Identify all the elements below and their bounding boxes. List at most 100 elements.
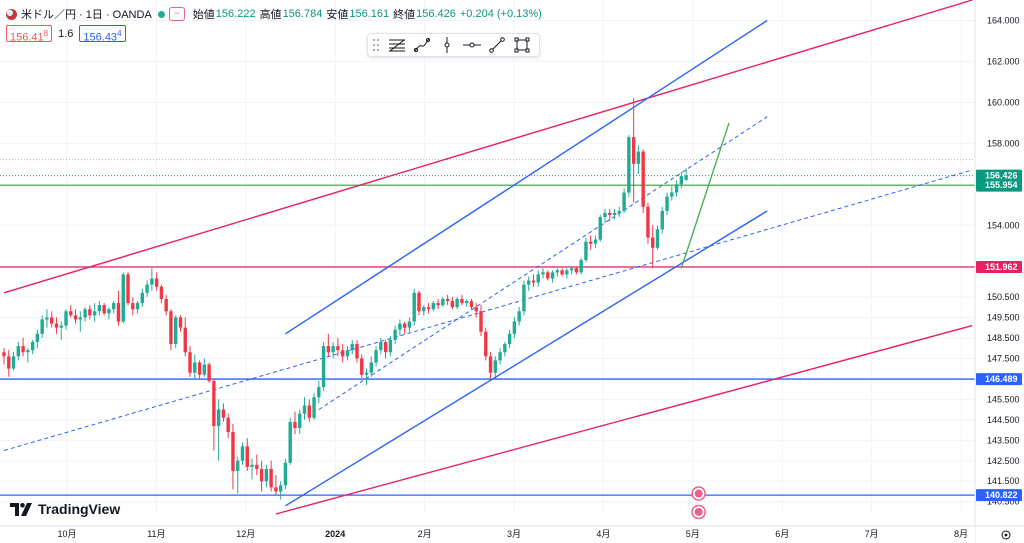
y-tick-label: 142.500 xyxy=(987,456,1020,466)
x-tick-label: 10月 xyxy=(57,529,76,539)
horizontal-ray-icon[interactable] xyxy=(461,35,483,55)
spread-value: 1.6 xyxy=(58,27,74,40)
settings-gear-icon[interactable] xyxy=(1001,530,1011,540)
candle-body xyxy=(236,460,240,471)
candle-body xyxy=(288,421,292,463)
candle-body xyxy=(350,344,354,351)
candle-body xyxy=(374,350,378,363)
gear-center xyxy=(1004,533,1008,537)
candle-body xyxy=(169,311,173,345)
fib-lines-icon[interactable] xyxy=(386,35,408,55)
candle-body xyxy=(589,241,593,244)
tradingview-logo-icon xyxy=(10,502,32,516)
candle-body xyxy=(54,323,59,328)
candle-body xyxy=(298,413,302,428)
candle-body xyxy=(555,270,560,273)
candle-body xyxy=(197,362,202,375)
candle-body xyxy=(50,317,54,324)
candle-body xyxy=(550,272,555,279)
candle-body xyxy=(474,307,478,312)
low-label: 安値 xyxy=(326,9,349,21)
candle-body xyxy=(78,317,83,320)
candle-body xyxy=(140,292,145,304)
drawing-toolbar xyxy=(367,33,540,57)
buy-price: 156.43 xyxy=(83,31,118,44)
candle-body xyxy=(83,309,87,318)
candle-body xyxy=(670,192,674,197)
price-label: 156.426 xyxy=(985,171,1018,181)
candle-body xyxy=(116,303,121,322)
sell-button[interactable]: 156.418 xyxy=(6,25,53,44)
candle-body xyxy=(369,362,373,373)
trade-buttons: 156.418 1.6 156.434 xyxy=(6,25,126,44)
candle-body xyxy=(398,323,402,330)
candle-body xyxy=(88,309,92,316)
candle-body xyxy=(259,468,264,482)
candle-body xyxy=(522,284,526,312)
low-value: 156.161 xyxy=(349,8,390,20)
candle-body xyxy=(274,487,278,492)
candle-body xyxy=(221,409,226,418)
candle-body xyxy=(584,241,588,261)
candle-body xyxy=(679,176,684,185)
candle-body xyxy=(388,339,393,353)
candle-body xyxy=(641,151,645,207)
price-label-box xyxy=(976,373,1022,386)
brush-icon[interactable] xyxy=(411,35,433,55)
x-tick-label: 7月 xyxy=(865,529,879,539)
candle-body xyxy=(660,210,664,230)
close-value: 156.426 xyxy=(416,8,456,20)
candle-body xyxy=(326,346,331,353)
sell-price: 156.41 xyxy=(10,31,44,44)
trendline-icon[interactable] xyxy=(486,35,508,55)
trendline-blue-upper xyxy=(285,19,768,335)
grip-icon[interactable] xyxy=(372,38,380,52)
candle-body xyxy=(565,270,569,275)
candle-body xyxy=(426,307,431,310)
candle-body xyxy=(293,421,297,428)
y-tick-label: 162.000 xyxy=(987,56,1020,66)
candle-body xyxy=(441,298,445,306)
candle-body xyxy=(264,468,269,482)
tradingview-logo[interactable]: TradingView xyxy=(10,501,120,517)
event-markers xyxy=(691,486,706,520)
usd-jpy-flag-icon xyxy=(6,8,17,20)
candle-body xyxy=(183,327,187,353)
candle-body xyxy=(59,325,63,328)
candle-body xyxy=(131,303,135,310)
candle-body xyxy=(135,303,140,310)
candle-body xyxy=(355,344,359,359)
candle-body xyxy=(450,301,455,308)
candle-body xyxy=(154,278,159,287)
collapse-minus-icon[interactable]: − xyxy=(168,7,185,21)
y-tick-label: 154.000 xyxy=(987,220,1020,230)
candle-body xyxy=(97,305,102,312)
candle-body xyxy=(598,217,602,240)
candle-body xyxy=(92,311,97,316)
candle-body xyxy=(30,341,35,351)
trendline-red-lower xyxy=(275,324,973,515)
rectangle-icon[interactable] xyxy=(511,35,533,55)
candle-body xyxy=(531,280,536,283)
symbol-header: 米ドル／円 · 1日 · OANDA − 始値 156.222 高値 156.7… xyxy=(6,6,546,22)
candle-body xyxy=(364,372,369,375)
candle-body xyxy=(112,303,116,310)
candle-body xyxy=(498,352,502,361)
candle-body xyxy=(7,356,11,369)
symbol-title[interactable]: 米ドル／円 · 1日 · OANDA xyxy=(21,9,152,21)
candle-body xyxy=(431,303,435,310)
candle-body xyxy=(307,405,311,418)
price-label: 146.489 xyxy=(985,374,1018,384)
vertical-line-icon[interactable] xyxy=(436,35,458,55)
sell-price-pip: 8 xyxy=(43,29,49,38)
candle-body xyxy=(503,344,507,353)
candle-body xyxy=(73,315,78,320)
candle-body xyxy=(345,350,350,357)
horizontal-lines xyxy=(0,184,975,496)
candle-body xyxy=(445,298,450,302)
y-tick-label: 158.000 xyxy=(987,138,1020,148)
candle-body xyxy=(655,229,660,248)
buy-button[interactable]: 156.434 xyxy=(79,25,126,44)
candle-body xyxy=(422,307,426,312)
